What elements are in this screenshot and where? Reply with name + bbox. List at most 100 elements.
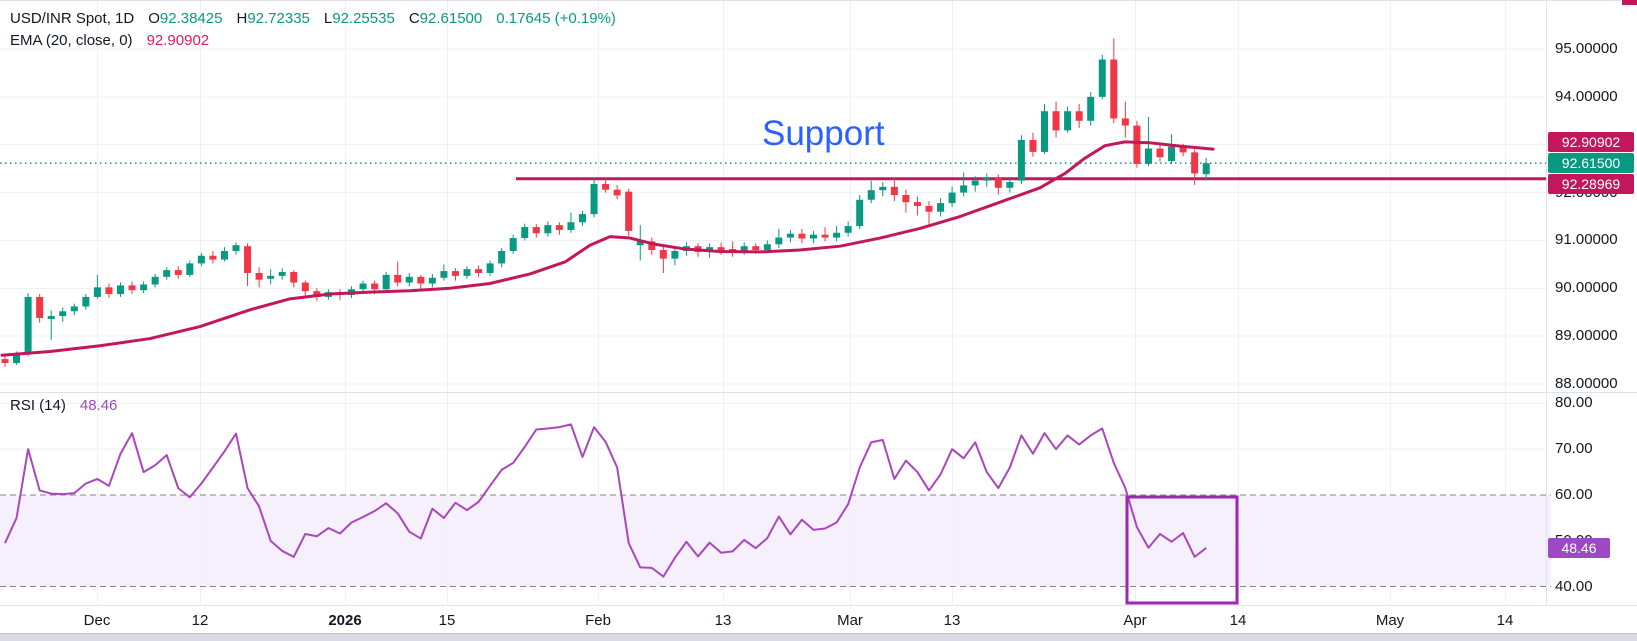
- candle-body: [140, 284, 148, 291]
- time-axis-label: 13: [943, 612, 961, 629]
- candle-body: [13, 354, 21, 363]
- price-tick-label: 91.00000: [1555, 231, 1618, 249]
- candle-body: [579, 214, 586, 223]
- candle-body: [1121, 118, 1129, 126]
- rsi-value: 48.46: [79, 397, 118, 414]
- rsi-label[interactable]: RSI (14): [10, 397, 66, 414]
- candle-body: [24, 296, 32, 355]
- candle-body: [1202, 163, 1210, 175]
- candle-body: [810, 234, 817, 239]
- candle-body: [267, 275, 275, 279]
- bottom-strip: [0, 633, 1637, 641]
- candle-body: [1064, 111, 1072, 131]
- candle-body: [417, 276, 425, 284]
- candle-body: [278, 272, 286, 276]
- candle-body: [1041, 111, 1048, 152]
- candle-body: [475, 269, 483, 273]
- candle-body: [451, 271, 459, 276]
- symbol-legend-row: USD/INR Spot, 1D O92.38425 H92.72335 L92…: [10, 10, 616, 27]
- candle-body: [798, 233, 806, 239]
- candle-body: [82, 296, 90, 307]
- ema-value: 92.90902: [146, 32, 210, 49]
- candle-body: [1133, 125, 1141, 164]
- ohlc-high: H92.72335: [236, 10, 309, 27]
- candle-body: [394, 274, 402, 283]
- candle-body: [313, 291, 321, 297]
- price-badge-last: 92.61500: [1548, 153, 1634, 173]
- candle-body: [925, 205, 933, 212]
- candle-body: [486, 263, 494, 273]
- candle-body: [405, 276, 413, 283]
- candle-body: [1052, 111, 1060, 131]
- candle-body: [613, 189, 621, 196]
- candle-body: [659, 250, 667, 259]
- candle-body: [775, 237, 783, 245]
- price-tick-label: 88.00000: [1555, 375, 1618, 393]
- time-axis-label: 14: [1229, 612, 1247, 629]
- high-value: 92.72335: [247, 10, 310, 27]
- ema-label[interactable]: EMA (20, close, 0): [10, 32, 133, 49]
- candle-body: [752, 246, 760, 251]
- price-tick-label: 95.00000: [1555, 40, 1618, 57]
- rsi-line: [4, 423, 1207, 578]
- candle-body: [856, 199, 864, 227]
- candle-body: [544, 225, 552, 234]
- candle-body: [833, 232, 841, 238]
- candle-body: [937, 203, 945, 212]
- candle-body: [151, 276, 159, 285]
- candle-body: [636, 241, 644, 246]
- candle-body: [821, 234, 829, 238]
- candle-body: [740, 246, 748, 251]
- candle-body: [521, 227, 529, 239]
- candle-body: [867, 190, 875, 200]
- candle-body: [671, 250, 679, 259]
- candle-body: [913, 202, 921, 206]
- candle-body: [1006, 182, 1014, 188]
- candle-body: [1087, 96, 1095, 121]
- ohlc-low: L92.25535: [324, 10, 395, 27]
- candle-body: [209, 255, 217, 260]
- candle-body: [105, 287, 113, 295]
- rsi-tick-label: 60.00: [1555, 486, 1593, 503]
- rsi-tick-label: 80.00: [1555, 394, 1593, 412]
- rsi-badge: 48.46: [1548, 537, 1610, 558]
- candle-body: [128, 285, 136, 291]
- candle-body: [983, 178, 991, 181]
- time-axis-label: May: [1375, 612, 1405, 629]
- candle-body: [1179, 146, 1187, 153]
- candle-body: [301, 282, 309, 292]
- candle-body: [428, 277, 436, 284]
- rsi-rectangle-drawing[interactable]: [1125, 495, 1239, 605]
- candle-body: [244, 246, 252, 273]
- candle-body: [786, 233, 794, 238]
- rsi-tick-label: 70.00: [1555, 440, 1593, 458]
- candle-body: [186, 263, 194, 275]
- time-axis-label: 2026: [328, 612, 362, 629]
- change-value: 0.17645 (+0.19%): [496, 10, 616, 27]
- candle-body: [36, 296, 44, 318]
- support-drawing-label[interactable]: Support: [762, 114, 885, 153]
- time-axis-label: Feb: [585, 612, 611, 629]
- candle-body: [567, 222, 575, 230]
- candle-body: [1098, 59, 1106, 97]
- candle-body: [290, 272, 298, 283]
- candle-body: [1144, 148, 1152, 164]
- symbol-title[interactable]: USD/INR Spot, 1D: [10, 10, 135, 27]
- ema-line: [0, 140, 1215, 357]
- candle-body: [93, 287, 101, 297]
- candle-body: [763, 244, 771, 251]
- ohlc-close: C92.61500: [409, 10, 482, 27]
- candle-body: [1, 359, 9, 363]
- high-label: H: [236, 10, 248, 27]
- candle-body: [174, 270, 182, 275]
- time-axis-label: Apr: [1123, 612, 1147, 629]
- time-axis-label: 14: [1496, 612, 1514, 629]
- close-label: C: [408, 10, 420, 27]
- candle-body: [532, 227, 540, 234]
- candle-body: [232, 245, 240, 251]
- candle-body: [59, 311, 67, 317]
- candle-body: [117, 285, 124, 295]
- time-axis-label: Mar: [837, 612, 863, 629]
